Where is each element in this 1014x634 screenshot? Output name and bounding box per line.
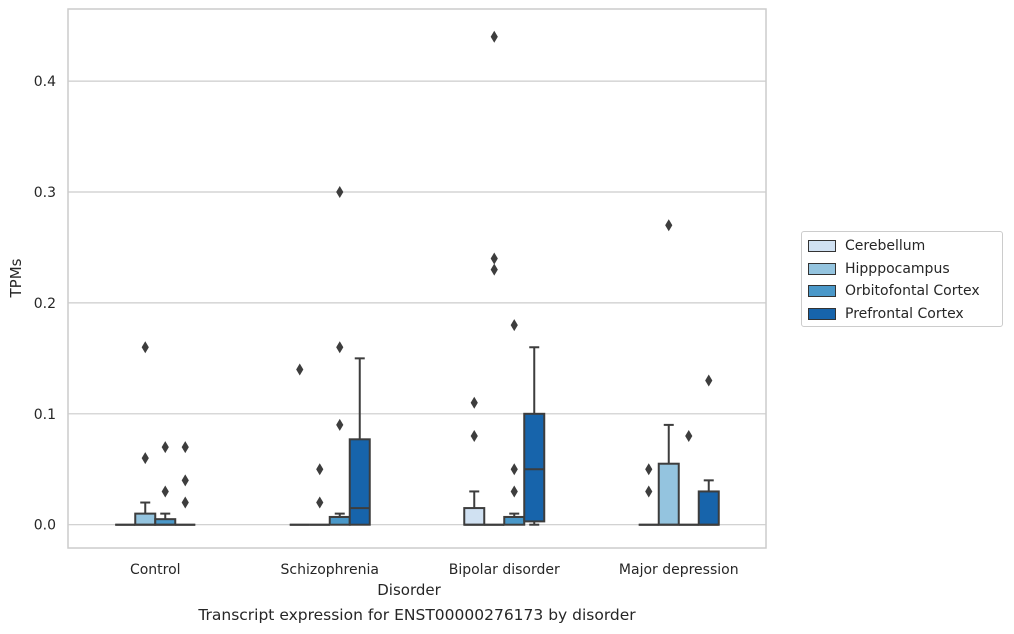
outlier-point xyxy=(336,341,344,354)
outlier-point xyxy=(336,418,344,431)
outlier-point xyxy=(510,319,518,332)
outlier-point xyxy=(645,485,653,498)
outlier-point xyxy=(685,429,693,442)
box xyxy=(697,490,720,526)
outlier-point xyxy=(645,463,653,476)
box-group xyxy=(657,219,680,526)
outlier-point xyxy=(510,485,518,498)
legend: Cerebellum Hipppocampus Orbitofontal Cor… xyxy=(801,231,1003,327)
outlier-point xyxy=(141,341,149,354)
legend-label-orbitofrontal: Orbitofontal Cortex xyxy=(845,283,980,300)
outlier-point xyxy=(470,396,478,409)
outlier-point xyxy=(296,363,304,376)
outlier-point xyxy=(181,474,189,487)
box-group xyxy=(463,396,486,526)
y-tick-label: 0.1 xyxy=(34,407,56,423)
x-tick-label: Bipolar disorder xyxy=(449,562,560,578)
box-group xyxy=(309,463,330,526)
y-axis-title: TPMs xyxy=(7,258,25,298)
outlier-point xyxy=(490,30,498,43)
box xyxy=(657,462,680,526)
legend-item-orbitofrontal[interactable]: Orbitofontal Cortex xyxy=(808,280,1002,303)
outlier-point xyxy=(336,185,344,198)
box-group xyxy=(503,319,526,526)
legend-item-hippocampus[interactable]: Hipppocampus xyxy=(808,258,1002,281)
legend-swatch-hippocampus xyxy=(808,262,836,275)
boxes xyxy=(115,30,720,526)
legend-label-cerebellum: Cerebellum xyxy=(845,238,926,255)
box-group xyxy=(154,441,177,526)
outlier-point xyxy=(470,429,478,442)
x-tick-labels: Control Schizophrenia Bipolar disorder Majo… xyxy=(130,562,739,578)
box xyxy=(463,507,486,526)
box-group xyxy=(638,463,659,526)
y-tick-label: 0.2 xyxy=(34,296,56,312)
y-tick-label: 0.0 xyxy=(34,518,56,534)
box-group xyxy=(175,441,196,526)
legend-label-hippocampus: Hipppocampus xyxy=(845,260,950,277)
legend-swatch-prefrontal xyxy=(808,307,836,320)
box-group xyxy=(348,357,371,526)
box xyxy=(348,438,371,526)
outlier-point xyxy=(181,496,189,509)
outlier-point xyxy=(161,441,169,454)
x-tick-label: Control xyxy=(130,562,181,578)
box xyxy=(134,512,157,526)
legend-swatch-orbitofrontal xyxy=(808,285,836,298)
legend-item-prefrontal[interactable]: Prefrontal Cortex xyxy=(808,303,1002,326)
box xyxy=(503,515,526,526)
plot-area xyxy=(67,8,767,549)
box-group xyxy=(289,363,310,526)
y-tick-label: 0.3 xyxy=(34,185,56,201)
x-tick-label: Major depression xyxy=(619,562,739,578)
outlier-point xyxy=(181,441,189,454)
box-group xyxy=(484,30,505,526)
outlier-point xyxy=(705,374,713,387)
box-group xyxy=(523,346,546,526)
outlier-point xyxy=(490,252,498,265)
outlier-point xyxy=(161,485,169,498)
legend-item-cerebellum[interactable]: Cerebellum xyxy=(808,235,1002,258)
box-group xyxy=(697,374,720,526)
legend-label-prefrontal: Prefrontal Cortex xyxy=(845,305,964,322)
figure-caption: Transcript expression for ENST0000027617… xyxy=(198,606,636,624)
box xyxy=(328,515,351,526)
outlier-point xyxy=(665,219,673,232)
y-tick-labels: 0.0 0.1 0.2 0.3 0.4 xyxy=(34,74,56,534)
outlier-point xyxy=(490,263,498,276)
outlier-point xyxy=(316,496,324,509)
x-tick-label: Schizophrenia xyxy=(281,562,379,578)
box-group xyxy=(678,429,699,526)
legend-swatch-cerebellum xyxy=(808,240,836,253)
outlier-point xyxy=(141,452,149,465)
outlier-point xyxy=(510,463,518,476)
outlier-point xyxy=(316,463,324,476)
box xyxy=(523,412,546,523)
y-tick-label: 0.4 xyxy=(34,74,56,90)
x-axis-title: Disorder xyxy=(377,581,441,599)
